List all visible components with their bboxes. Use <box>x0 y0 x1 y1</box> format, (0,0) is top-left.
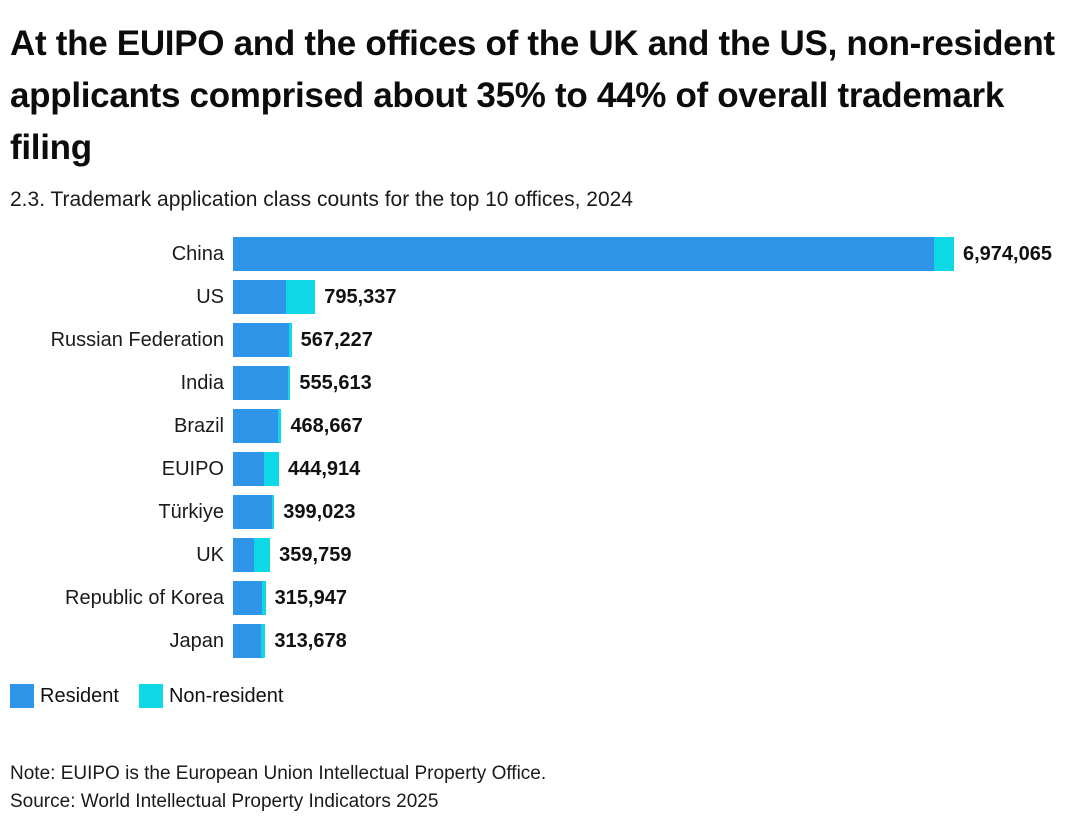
chart-row: India 555,613 <box>10 366 1070 400</box>
chart-row: Republic of Korea 315,947 <box>10 581 1070 615</box>
chart-row: China 6,974,065 <box>10 237 1070 271</box>
legend-swatch-resident-icon <box>10 684 34 708</box>
bar-segment-resident <box>233 280 286 314</box>
category-label: UK <box>196 543 224 566</box>
bar-segment-resident <box>233 452 264 486</box>
category-label: Russian Federation <box>50 328 224 351</box>
bar-segment-non-resident <box>271 495 275 529</box>
chart-title: At the EUIPO and the offices of the UK a… <box>10 24 1055 167</box>
bar <box>233 237 954 271</box>
value-label: 6,974,065 <box>962 242 1052 265</box>
bar <box>233 495 275 529</box>
bar-segment-non-resident <box>254 538 271 572</box>
value-label: 359,759 <box>279 543 352 566</box>
bar-segment-resident <box>233 409 279 443</box>
bar <box>233 323 292 357</box>
bar-segment-non-resident <box>261 624 266 658</box>
bar-segment-resident <box>233 581 263 615</box>
bar <box>233 366 291 400</box>
legend-label-non-resident: Non-resident <box>168 684 284 707</box>
stacked-bar-chart: China 6,974,065 US 795,337 Russian Federatio… <box>10 237 1070 658</box>
bar-segment-non-resident <box>288 323 292 357</box>
chart-row: US 795,337 <box>10 280 1070 314</box>
value-label: 315,947 <box>274 586 347 609</box>
chart-row: Türkiye 399,023 <box>10 495 1070 529</box>
value-label: 795,337 <box>324 285 397 308</box>
chart-row: UK 359,759 <box>10 538 1070 572</box>
bar-segment-resident <box>233 366 289 400</box>
value-label: 313,678 <box>274 629 347 652</box>
value-label: 399,023 <box>283 500 356 523</box>
chart-row: Brazil 468,667 <box>10 409 1070 443</box>
bar-segment-resident <box>233 624 262 658</box>
bar <box>233 280 316 314</box>
bar-segment-non-resident <box>285 280 316 314</box>
chart-row: Japan 313,678 <box>10 624 1070 658</box>
note-text: Note: EUIPO is the European Union Intell… <box>10 763 547 784</box>
chart-subtitle: 2.3. Trademark application class counts … <box>10 188 633 211</box>
bar <box>233 581 266 615</box>
bar <box>233 452 279 486</box>
bar <box>233 624 266 658</box>
category-label: US <box>196 285 224 308</box>
bar-segment-resident <box>233 237 934 271</box>
bar-segment-resident <box>233 323 289 357</box>
category-label: Türkiye <box>158 500 224 523</box>
chart-legend: Resident Non-resident <box>10 684 1070 708</box>
bar-segment-non-resident <box>262 581 266 615</box>
value-label: 468,667 <box>290 414 363 437</box>
chart-row: Russian Federation 567,227 <box>10 323 1070 357</box>
bar-segment-resident <box>233 538 255 572</box>
bar <box>233 538 271 572</box>
chart-row: EUIPO 444,914 <box>10 452 1070 486</box>
category-label: Brazil <box>173 414 224 437</box>
category-label: India <box>180 371 224 394</box>
value-label: 567,227 <box>300 328 373 351</box>
bar-segment-resident <box>233 495 272 529</box>
bar-segment-non-resident <box>933 237 954 271</box>
category-label: Republic of Korea <box>65 586 224 609</box>
bar-segment-non-resident <box>264 452 279 486</box>
chart-footer: Note: EUIPO is the European Union Intell… <box>10 760 1070 816</box>
category-label: China <box>171 242 224 265</box>
legend-swatch-non-resident-icon <box>138 684 163 708</box>
category-label: Japan <box>169 629 225 652</box>
legend-label-resident: Resident <box>40 684 119 707</box>
value-label: 555,613 <box>299 371 372 394</box>
category-label: EUIPO <box>161 457 224 480</box>
source-text: Source: World Intellectual Property Indi… <box>10 791 439 812</box>
bar-segment-non-resident <box>278 409 282 443</box>
bar-segment-non-resident <box>288 366 291 400</box>
bar <box>233 409 282 443</box>
value-label: 444,914 <box>287 457 361 480</box>
